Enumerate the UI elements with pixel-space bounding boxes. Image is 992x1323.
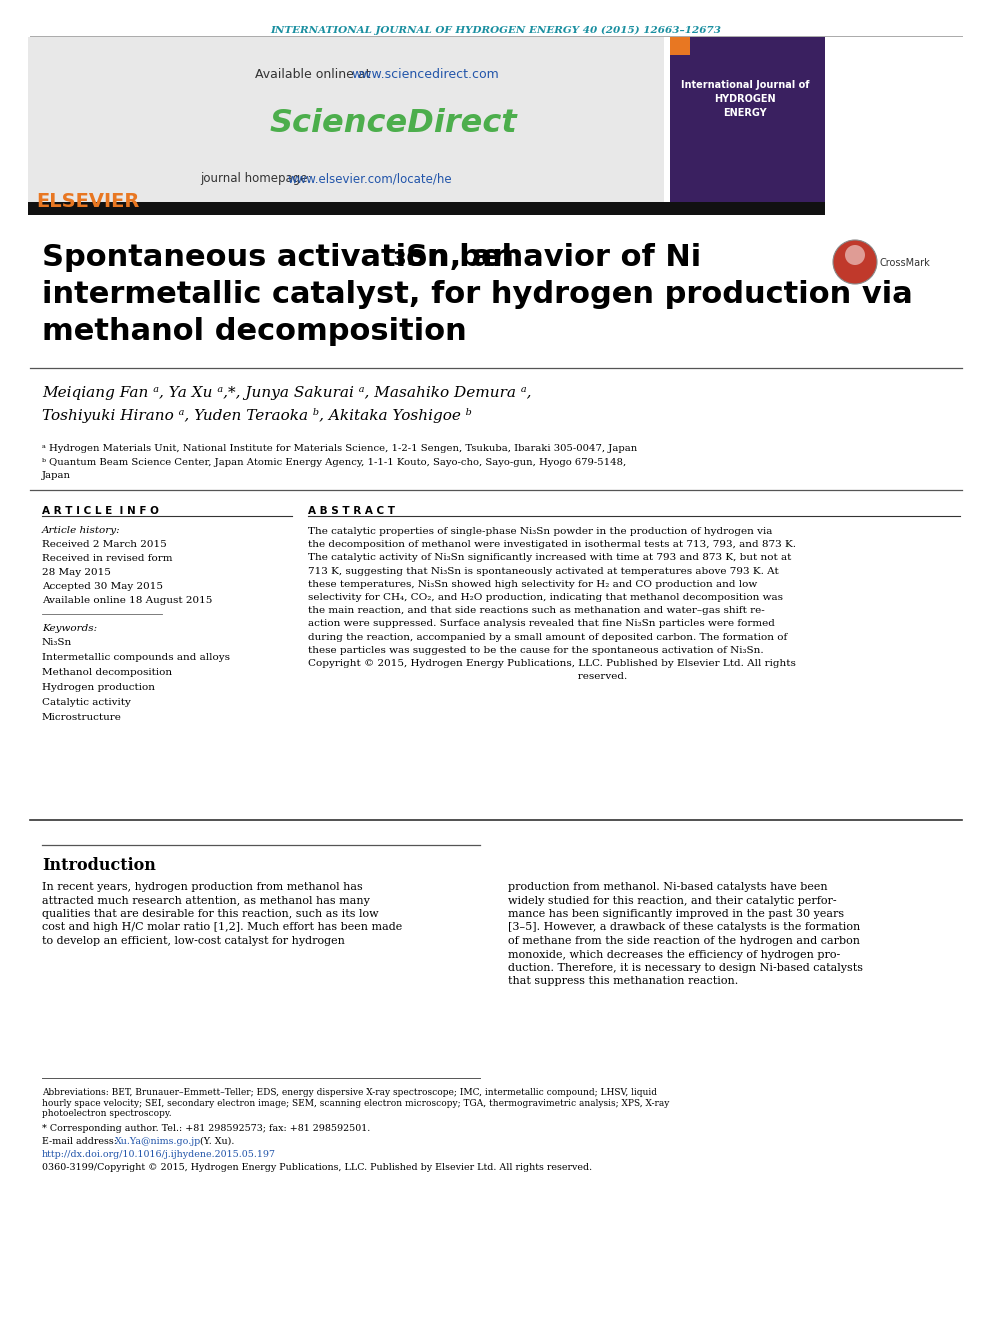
Bar bbox=[670, 37, 825, 205]
Text: A B S T R A C T: A B S T R A C T bbox=[308, 505, 395, 516]
Text: www.sciencedirect.com: www.sciencedirect.com bbox=[351, 67, 499, 81]
Text: ᵃ Hydrogen Materials Unit, National Institute for Materials Science, 1-2-1 Senge: ᵃ Hydrogen Materials Unit, National Inst… bbox=[42, 445, 637, 452]
Text: hourly space velocity; SEI, secondary electron image; SEM, scanning electron mic: hourly space velocity; SEI, secondary el… bbox=[42, 1098, 670, 1107]
Text: Xu.Ya@nims.go.jp: Xu.Ya@nims.go.jp bbox=[115, 1136, 201, 1146]
Text: methanol decomposition: methanol decomposition bbox=[42, 318, 467, 347]
Text: Catalytic activity: Catalytic activity bbox=[42, 699, 131, 706]
Text: ELSEVIER: ELSEVIER bbox=[37, 192, 140, 210]
Text: ᵇ Quantum Beam Science Center, Japan Atomic Energy Agency, 1-1-1 Kouto, Sayo-cho: ᵇ Quantum Beam Science Center, Japan Ato… bbox=[42, 458, 626, 467]
Text: attracted much research attention, as methanol has many: attracted much research attention, as me… bbox=[42, 896, 370, 905]
Text: [3–5]. However, a drawback of these catalysts is the formation: [3–5]. However, a drawback of these cata… bbox=[508, 922, 860, 933]
Text: Accepted 30 May 2015: Accepted 30 May 2015 bbox=[42, 582, 163, 591]
Text: the decomposition of methanol were investigated in isothermal tests at 713, 793,: the decomposition of methanol were inves… bbox=[308, 540, 796, 549]
Text: The catalytic properties of single-phase Ni₃Sn powder in the production of hydro: The catalytic properties of single-phase… bbox=[308, 527, 773, 536]
Text: Ni₃Sn: Ni₃Sn bbox=[42, 638, 72, 647]
Text: intermetallic catalyst, for hydrogen production via: intermetallic catalyst, for hydrogen pro… bbox=[42, 280, 913, 310]
Text: of methane from the side reaction of the hydrogen and carbon: of methane from the side reaction of the… bbox=[508, 935, 860, 946]
Text: Available online at: Available online at bbox=[255, 67, 375, 81]
Text: Hydrogen production: Hydrogen production bbox=[42, 683, 155, 692]
Text: selectivity for CH₄, CO₂, and H₂O production, indicating that methanol decomposi: selectivity for CH₄, CO₂, and H₂O produc… bbox=[308, 593, 783, 602]
Text: Intermetallic compounds and alloys: Intermetallic compounds and alloys bbox=[42, 654, 230, 662]
Text: these temperatures, Ni₃Sn showed high selectivity for H₂ and CO production and l: these temperatures, Ni₃Sn showed high se… bbox=[308, 579, 757, 589]
Text: The catalytic activity of Ni₃Sn significantly increased with time at 793 and 873: The catalytic activity of Ni₃Sn signific… bbox=[308, 553, 792, 562]
Text: Japan: Japan bbox=[42, 471, 71, 480]
Text: that suppress this methanation reaction.: that suppress this methanation reaction. bbox=[508, 976, 738, 987]
Text: Introduction: Introduction bbox=[42, 857, 156, 875]
Bar bbox=[28, 37, 664, 205]
Text: In recent years, hydrogen production from methanol has: In recent years, hydrogen production fro… bbox=[42, 882, 363, 892]
Text: monoxide, which decreases the efficiency of hydrogen pro-: monoxide, which decreases the efficiency… bbox=[508, 950, 840, 959]
Bar bbox=[670, 37, 690, 56]
Text: Received in revised form: Received in revised form bbox=[42, 554, 173, 564]
Text: action were suppressed. Surface analysis revealed that fine Ni₃Sn particles were: action were suppressed. Surface analysis… bbox=[308, 619, 775, 628]
Text: Available online 18 August 2015: Available online 18 August 2015 bbox=[42, 595, 212, 605]
Text: Spontaneous activation behavior of Ni: Spontaneous activation behavior of Ni bbox=[42, 243, 701, 273]
Text: cost and high H/C molar ratio [1,2]. Much effort has been made: cost and high H/C molar ratio [1,2]. Muc… bbox=[42, 922, 402, 933]
Text: the main reaction, and that side reactions such as methanation and water–gas shi: the main reaction, and that side reactio… bbox=[308, 606, 765, 615]
Text: journal homepage:: journal homepage: bbox=[200, 172, 315, 185]
Text: Microstructure: Microstructure bbox=[42, 713, 122, 722]
Text: Article history:: Article history: bbox=[42, 527, 121, 534]
Text: reserved.: reserved. bbox=[308, 672, 627, 681]
Text: 3: 3 bbox=[393, 250, 407, 269]
Text: ScienceDirect: ScienceDirect bbox=[270, 108, 518, 139]
Bar bbox=[28, 202, 825, 216]
Text: Meiqiang Fan ᵃ, Ya Xu ᵃ,*, Junya Sakurai ᵃ, Masahiko Demura ᵃ,
Toshiyuki Hirano : Meiqiang Fan ᵃ, Ya Xu ᵃ,*, Junya Sakurai… bbox=[42, 386, 532, 423]
Text: mance has been significantly improved in the past 30 years: mance has been significantly improved in… bbox=[508, 909, 844, 919]
Text: INTERNATIONAL JOURNAL OF HYDROGEN ENERGY 40 (2015) 12663–12673: INTERNATIONAL JOURNAL OF HYDROGEN ENERGY… bbox=[271, 26, 721, 36]
Text: Keywords:: Keywords: bbox=[42, 624, 97, 632]
Text: Methanol decomposition: Methanol decomposition bbox=[42, 668, 173, 677]
Text: International Journal of
HYDROGEN
ENERGY: International Journal of HYDROGEN ENERGY bbox=[681, 79, 809, 118]
Text: 28 May 2015: 28 May 2015 bbox=[42, 568, 111, 577]
Text: A R T I C L E  I N F O: A R T I C L E I N F O bbox=[42, 505, 159, 516]
Text: 713 K, suggesting that Ni₃Sn is spontaneously activated at temperatures above 79: 713 K, suggesting that Ni₃Sn is spontane… bbox=[308, 566, 779, 576]
Text: E-mail address:: E-mail address: bbox=[42, 1136, 120, 1146]
Circle shape bbox=[845, 245, 865, 265]
Text: 0360-3199/Copyright © 2015, Hydrogen Energy Publications, LLC. Published by Else: 0360-3199/Copyright © 2015, Hydrogen Ene… bbox=[42, 1163, 592, 1172]
Text: production from methanol. Ni-based catalysts have been: production from methanol. Ni-based catal… bbox=[508, 882, 827, 892]
Text: Sn, an: Sn, an bbox=[406, 243, 514, 273]
Text: to develop an efficient, low-cost catalyst for hydrogen: to develop an efficient, low-cost cataly… bbox=[42, 935, 345, 946]
Text: during the reaction, accompanied by a small amount of deposited carbon. The form: during the reaction, accompanied by a sm… bbox=[308, 632, 788, 642]
Text: (Y. Xu).: (Y. Xu). bbox=[197, 1136, 234, 1146]
Text: photoelectron spectroscopy.: photoelectron spectroscopy. bbox=[42, 1109, 172, 1118]
Text: duction. Therefore, it is necessary to design Ni-based catalysts: duction. Therefore, it is necessary to d… bbox=[508, 963, 863, 972]
Text: Received 2 March 2015: Received 2 March 2015 bbox=[42, 540, 167, 549]
Text: widely studied for this reaction, and their catalytic perfor-: widely studied for this reaction, and th… bbox=[508, 896, 836, 905]
Text: Copyright © 2015, Hydrogen Energy Publications, LLC. Published by Elsevier Ltd. : Copyright © 2015, Hydrogen Energy Public… bbox=[308, 659, 796, 668]
Text: Abbreviations: BET, Brunauer–Emmett–Teller; EDS, energy dispersive X-ray spectro: Abbreviations: BET, Brunauer–Emmett–Tell… bbox=[42, 1088, 657, 1097]
Text: www.elsevier.com/locate/he: www.elsevier.com/locate/he bbox=[288, 172, 452, 185]
Text: these particles was suggested to be the cause for the spontaneous activation of : these particles was suggested to be the … bbox=[308, 646, 764, 655]
Text: http://dx.doi.org/10.1016/j.ijhydene.2015.05.197: http://dx.doi.org/10.1016/j.ijhydene.201… bbox=[42, 1150, 276, 1159]
Text: qualities that are desirable for this reaction, such as its low: qualities that are desirable for this re… bbox=[42, 909, 379, 919]
Circle shape bbox=[833, 239, 877, 284]
Text: CrossMark: CrossMark bbox=[880, 258, 930, 269]
Text: * Corresponding author. Tel.: +81 298592573; fax: +81 298592501.: * Corresponding author. Tel.: +81 298592… bbox=[42, 1125, 370, 1132]
